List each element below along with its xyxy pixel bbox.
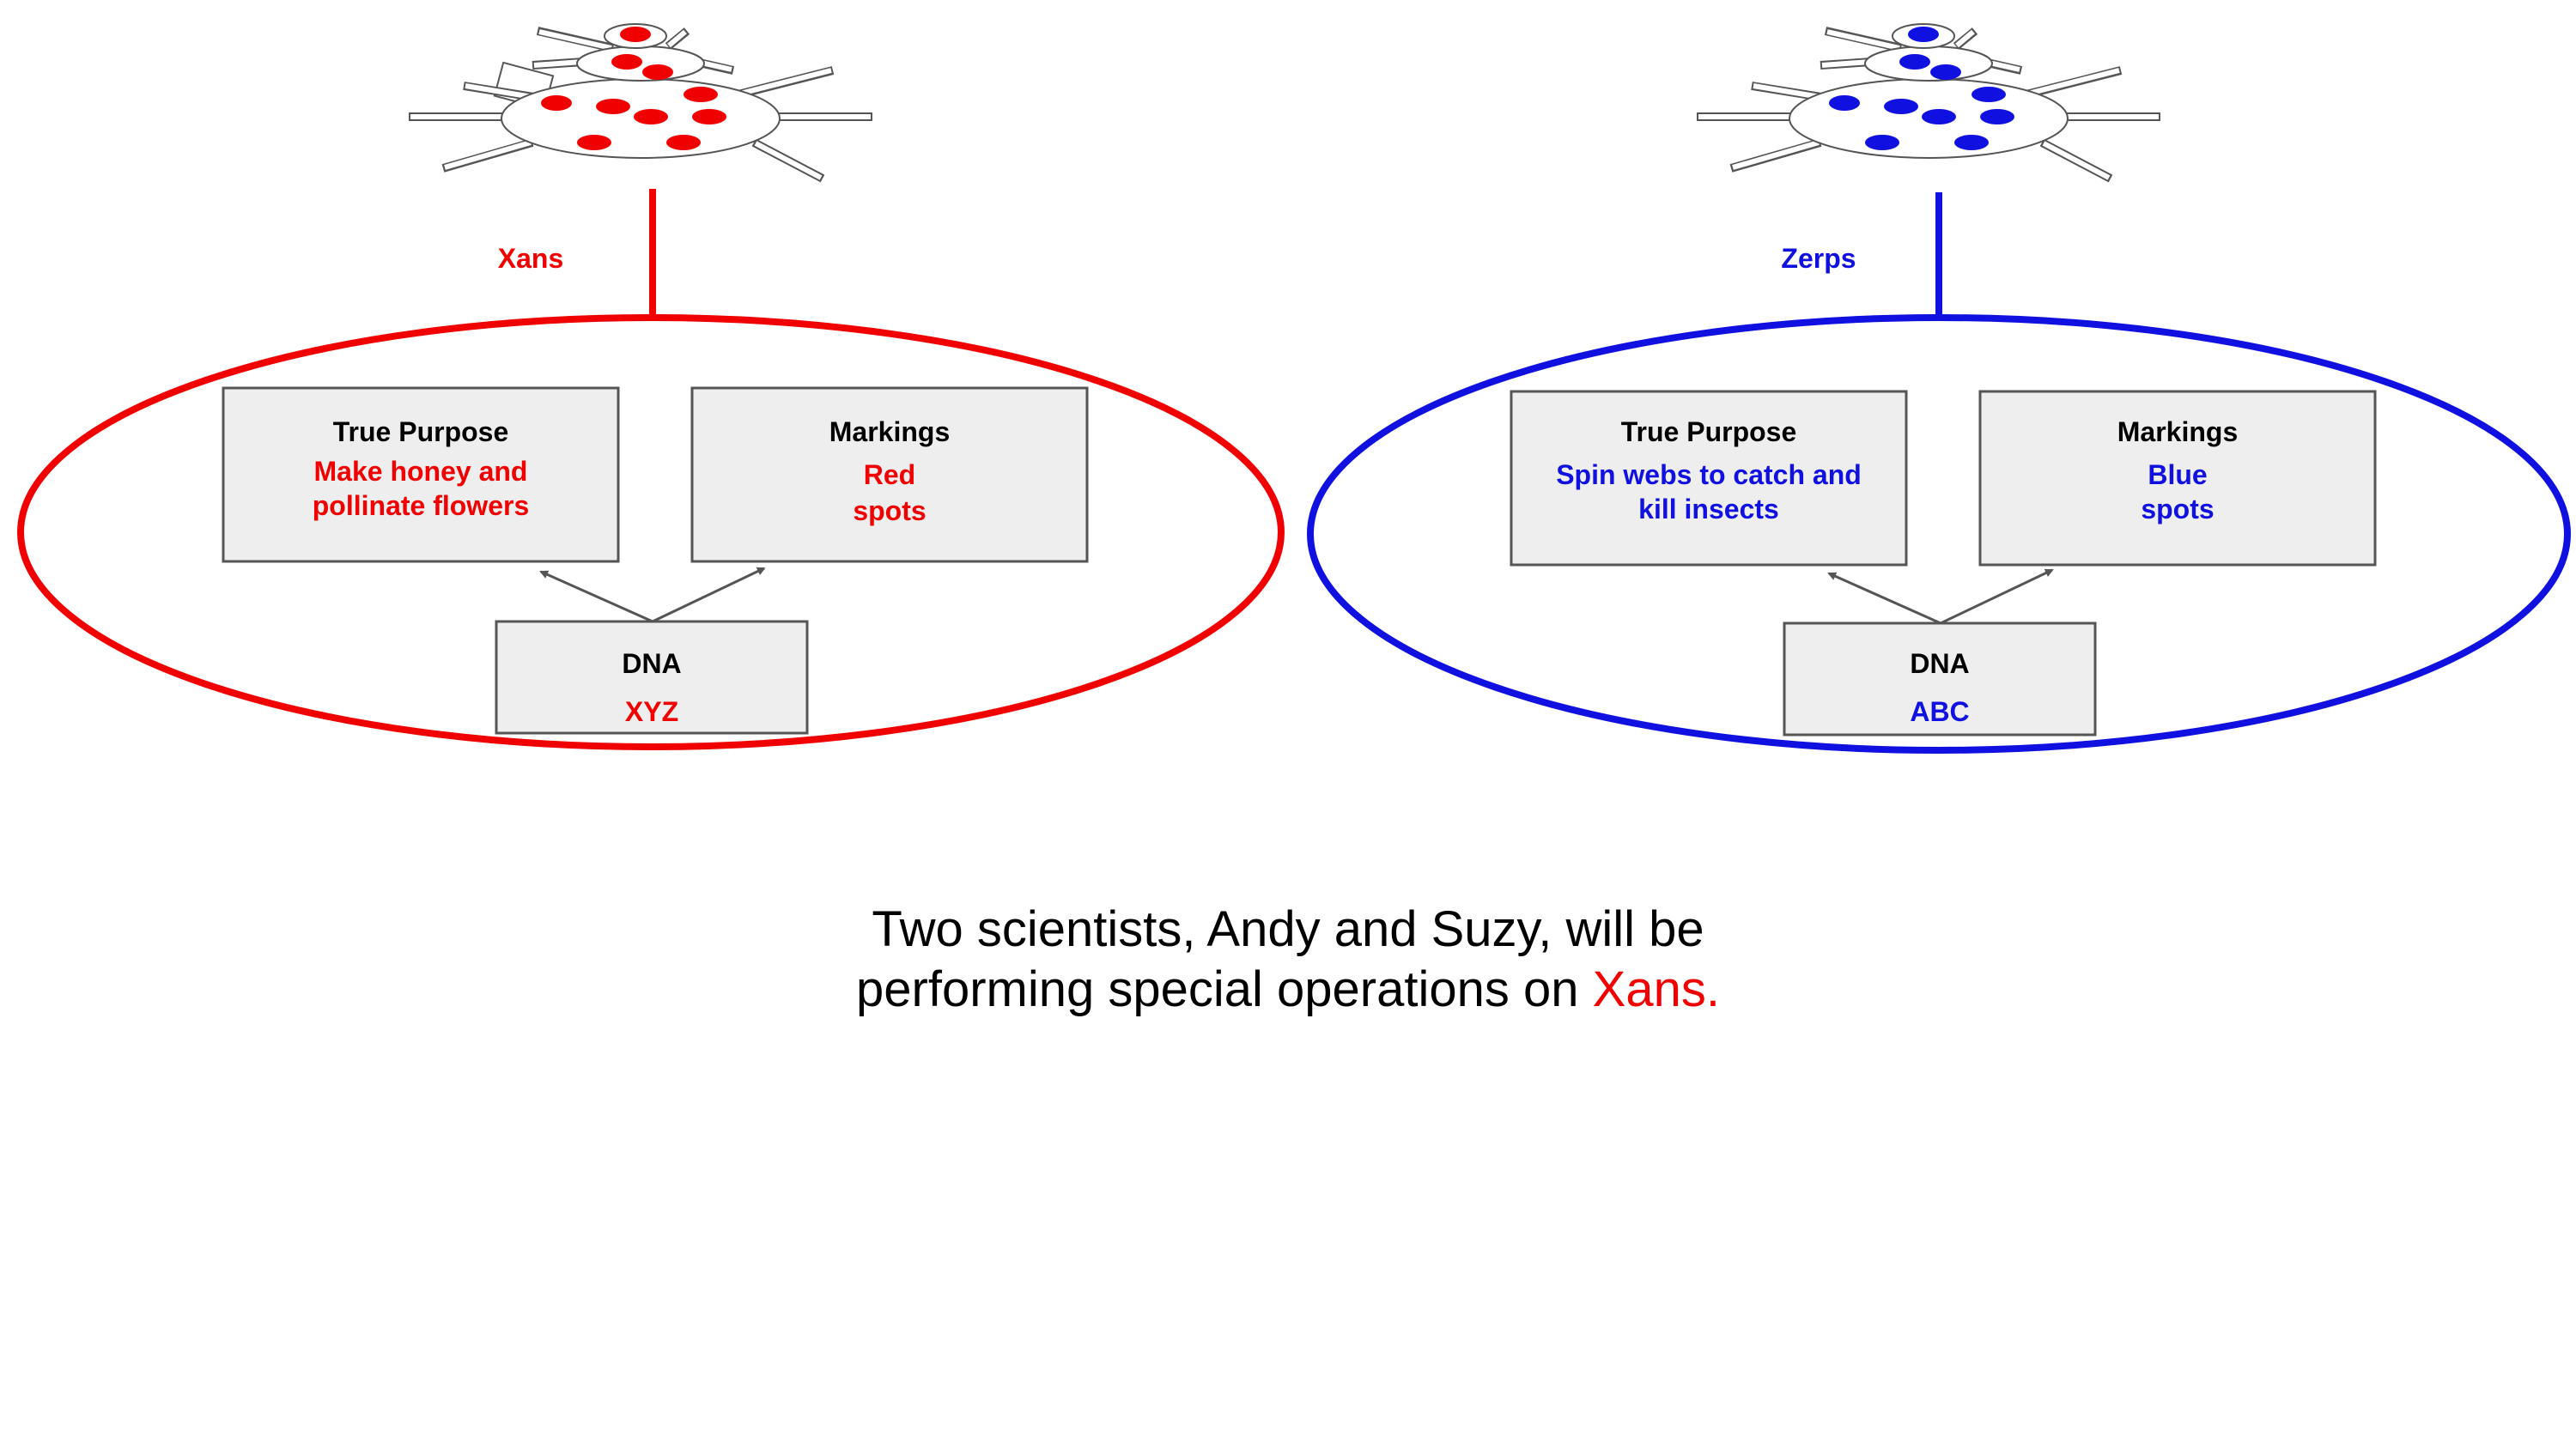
xans-dna-box: DNA XYZ (495, 620, 809, 735)
xans-arrow-to-purpose (539, 570, 653, 623)
xans-true-purpose-title: True Purpose (333, 416, 509, 447)
zerps-ellipse (1307, 314, 2571, 754)
caption: Two scientists, Andy and Suzy, will be p… (0, 900, 2576, 1020)
caption-line1: Two scientists, Andy and Suzy, will be (872, 901, 1704, 957)
caption-highlight: Xans. (1592, 961, 1720, 1017)
zerps-dna-title: DNA (1910, 648, 1969, 679)
zerps-markings-box: Markings Blue spots (1978, 390, 2377, 567)
xans-creature-icon (409, 23, 872, 183)
zerps-true-purpose-title: True Purpose (1621, 416, 1797, 447)
xans-true-purpose-line1: Make honey and (314, 456, 528, 487)
zerps-true-purpose-box: True Purpose Spin webs to catch and kill… (1510, 390, 1908, 567)
zerps-creature-icon (1697, 23, 2160, 183)
zerps-true-purpose-line1: Spin webs to catch and (1556, 459, 1862, 490)
zerps-label: Zerps (1781, 243, 1856, 274)
xans-true-purpose-box: True Purpose Make honey and pollinate fl… (222, 386, 620, 563)
zerps-dna-value: ABC (1910, 696, 1969, 727)
xans-markings-line1: Red (864, 459, 915, 490)
xans-arrow-to-markings (652, 567, 766, 623)
zerps-group: Zerps True Purpose Spin webs to catch an… (1307, 23, 2571, 754)
zerps-true-purpose-line2: kill insects (1638, 494, 1779, 524)
xans-dna-value: XYZ (625, 696, 678, 727)
zerps-arrow-to-markings (1940, 568, 2054, 625)
zerps-markings-line1: Blue (2148, 459, 2207, 490)
xans-markings-line2: spots (853, 495, 926, 526)
xans-markings-box: Markings Red spots (690, 386, 1089, 563)
zerps-markings-line2: spots (2141, 494, 2214, 524)
zerps-dna-box: DNA ABC (1783, 621, 2097, 737)
zerps-markings-title: Markings (2117, 416, 2238, 447)
caption-line2: performing special operations on Xans. (0, 960, 2576, 1020)
caption-line2-prefix: performing special operations on (856, 961, 1593, 1017)
xans-true-purpose-line2: pollinate flowers (313, 490, 529, 521)
zerps-arrow-to-purpose (1827, 572, 1941, 625)
xans-markings-title: Markings (829, 416, 950, 447)
xans-label: Xans (498, 243, 563, 274)
xans-group: Xans True Purpose Make honey and pollina… (17, 23, 1285, 750)
xans-dna-title: DNA (622, 648, 681, 679)
xans-ellipse (17, 314, 1285, 750)
